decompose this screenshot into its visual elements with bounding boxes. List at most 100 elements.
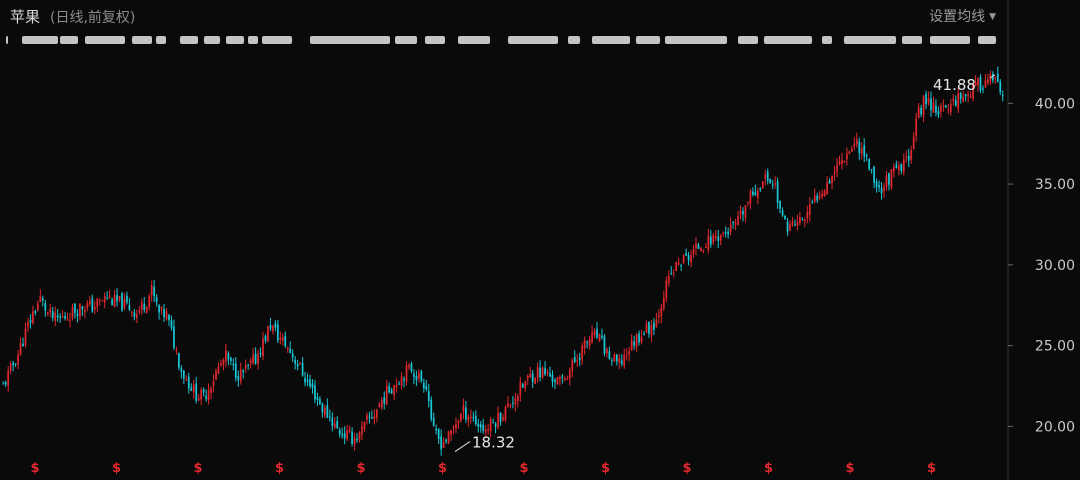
event-strip: [6, 36, 996, 44]
candle-body: [316, 397, 319, 400]
event-glyph: [395, 36, 417, 44]
candle-body: [497, 413, 499, 428]
set-moving-average-button[interactable]: 设置均线 ▼: [929, 6, 996, 26]
candle-body: [331, 417, 334, 426]
candle-body: [385, 385, 388, 405]
candle-body: [873, 166, 875, 183]
candle-body: [388, 386, 391, 393]
event-glyph: [85, 36, 125, 44]
candle-body: [672, 272, 675, 274]
candle-body: [405, 365, 408, 382]
candle-body: [74, 303, 76, 313]
candle-body: [32, 311, 34, 323]
dividend-marker[interactable]: $: [845, 461, 854, 476]
candle-body: [403, 378, 405, 381]
candle-body: [608, 351, 611, 359]
candle-body: [24, 328, 27, 346]
candle-body: [299, 362, 301, 364]
candle-body: [492, 422, 494, 424]
candle-body: [378, 404, 381, 407]
candle-body: [356, 438, 358, 441]
candle-body: [868, 158, 871, 169]
candle-body: [242, 369, 245, 372]
dividend-marker[interactable]: $: [927, 461, 936, 476]
y-tick-label: 40.00: [1035, 96, 1075, 112]
candle-body: [843, 160, 846, 162]
candle-body: [425, 386, 428, 390]
candle-body: [160, 306, 163, 310]
candle-body: [512, 402, 514, 404]
candle-body: [883, 186, 885, 192]
candle-body: [324, 407, 326, 416]
y-tick-label: 30.00: [1035, 258, 1075, 274]
candle-body: [576, 360, 579, 362]
candle-body: [108, 296, 111, 298]
candle-body: [333, 423, 336, 428]
candle-body: [670, 273, 673, 275]
candle-body: [69, 319, 71, 321]
dividend-marker[interactable]: $: [30, 461, 39, 476]
candle-body: [469, 416, 472, 419]
candle-body: [524, 381, 527, 389]
candle-body: [794, 224, 796, 226]
dividend-marker[interactable]: $: [682, 461, 691, 476]
candle-body: [571, 360, 574, 371]
candle-body: [888, 173, 890, 185]
candle-body: [12, 362, 14, 366]
candle-body: [667, 275, 670, 283]
candle-body: [422, 382, 425, 389]
candle-body: [655, 319, 658, 328]
dividend-marker[interactable]: $: [438, 461, 447, 476]
candle-body: [450, 430, 452, 435]
candle-body: [677, 262, 680, 265]
candle-body: [583, 340, 586, 348]
dividend-marker[interactable]: $: [764, 461, 773, 476]
dividend-marker[interactable]: $: [112, 461, 121, 476]
candle-body: [962, 96, 965, 102]
chevron-down-icon: ▼: [989, 12, 996, 22]
candle-body: [106, 297, 109, 299]
candle-body: [257, 353, 259, 365]
candle-body: [155, 297, 158, 303]
dividend-marker[interactable]: $: [519, 461, 528, 476]
event-glyph: [132, 36, 152, 44]
chart-mode-label: (日线,前复权): [50, 10, 136, 26]
candle-body: [705, 247, 707, 249]
candle-body: [526, 375, 529, 380]
candle-body: [185, 378, 188, 380]
candle-body: [400, 376, 403, 386]
candle-body: [776, 181, 779, 203]
candle-body: [618, 358, 621, 363]
candle-body: [205, 395, 207, 399]
candle-body: [744, 205, 747, 218]
candle-body: [650, 325, 653, 336]
candle-body: [264, 335, 267, 341]
candle-body: [281, 336, 284, 341]
price-annotations: 41.88 18.32: [454, 74, 996, 452]
candle-body: [799, 216, 801, 224]
candle-body: [311, 383, 314, 388]
candle-body: [620, 360, 623, 365]
candle-body: [259, 353, 262, 355]
candle-body: [529, 373, 532, 378]
candle-body: [969, 96, 972, 98]
dividend-marker[interactable]: $: [356, 461, 365, 476]
candle-body: [118, 296, 121, 300]
candle-body: [994, 76, 997, 78]
candle-body: [435, 428, 438, 431]
annotation-arrow: [454, 441, 471, 452]
candle-body: [563, 378, 566, 380]
candle-body: [905, 156, 908, 158]
candle-body: [635, 334, 638, 348]
dividend-marker[interactable]: $: [193, 461, 202, 476]
candle-body: [267, 326, 269, 342]
dividend-marker[interactable]: $: [601, 461, 610, 476]
dividend-marker[interactable]: $: [275, 461, 284, 476]
candle-body: [123, 298, 126, 308]
candle-body: [1001, 95, 1004, 97]
candle-body: [831, 176, 833, 183]
candle-body: [390, 390, 393, 394]
candle-body: [977, 78, 979, 86]
candle-body: [816, 195, 819, 201]
